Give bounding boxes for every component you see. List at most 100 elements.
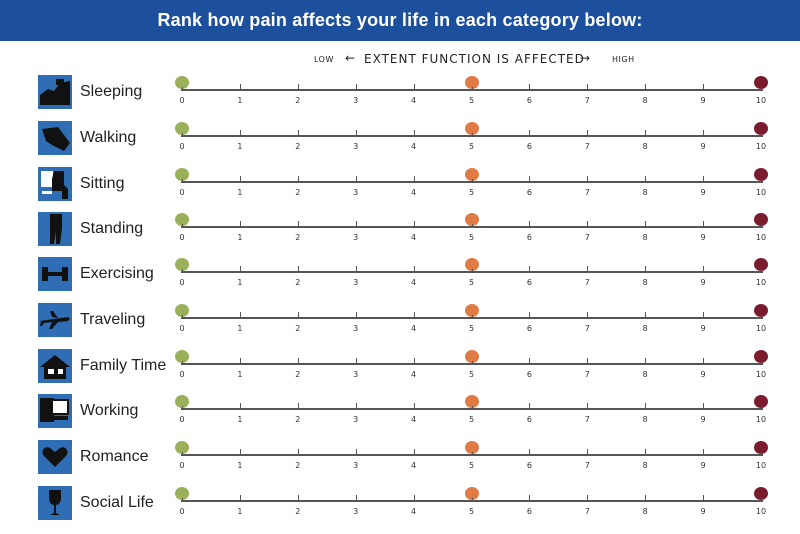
category-row: Traveling 0 1 2 3 4 5 6 7 8 9 10 (0, 303, 800, 349)
tick-label: 1 (237, 278, 243, 287)
category-label: Exercising (80, 265, 154, 282)
scale-tick (529, 176, 531, 183)
scale-tick (587, 403, 589, 410)
scale-tick (587, 266, 589, 273)
tick-label: 8 (642, 461, 648, 470)
scale-tick (355, 403, 357, 410)
tick-label: 10 (755, 188, 767, 197)
rating-marker-0[interactable] (175, 76, 189, 89)
scale-tick (587, 449, 589, 456)
tick-label: 1 (237, 188, 243, 197)
tick-label: 0 (179, 233, 185, 242)
rating-marker-0[interactable] (175, 395, 189, 408)
scale-tick (529, 266, 531, 273)
scale-tick (645, 84, 647, 91)
category-row: Sitting 0 1 2 3 4 5 6 7 8 9 10 (0, 167, 800, 213)
marker-stem (471, 87, 473, 91)
tick-label: 0 (179, 142, 185, 151)
tick-label: 3 (353, 415, 359, 424)
tick-label: 0 (179, 507, 185, 516)
standing-icon (38, 212, 72, 246)
scale-tick (355, 221, 357, 228)
tick-label: 6 (526, 278, 532, 287)
scale-tick (297, 358, 299, 365)
scale-tick (413, 266, 415, 273)
rating-marker-10[interactable] (754, 441, 768, 454)
rating-marker-0[interactable] (175, 487, 189, 500)
category-label: Social Life (80, 494, 154, 511)
rating-marker-5[interactable] (464, 213, 479, 226)
tick-label: 2 (295, 188, 301, 197)
rating-marker-10[interactable] (754, 395, 768, 408)
tick-label: 7 (584, 188, 590, 197)
tick-label: 6 (526, 370, 532, 379)
rating-marker-0[interactable] (175, 350, 189, 363)
category-row: Working 0 1 2 3 4 5 6 7 8 9 10 (0, 394, 800, 440)
rating-marker-10[interactable] (754, 76, 768, 89)
tick-label: 2 (295, 324, 301, 333)
rating-marker-5[interactable] (464, 395, 479, 408)
marker-stem (761, 269, 762, 273)
tick-label: 7 (584, 233, 590, 242)
tick-label: 7 (584, 142, 590, 151)
header-banner: Rank how pain affects your life in each … (0, 0, 800, 41)
rating-marker-5[interactable] (464, 76, 479, 89)
tick-label: 8 (642, 188, 648, 197)
rating-marker-5[interactable] (464, 487, 479, 500)
scale-tick (355, 266, 357, 273)
tick-label: 10 (755, 370, 767, 379)
scale-tick (413, 312, 415, 319)
scale-tick (703, 495, 705, 502)
rating-marker-5[interactable] (464, 350, 479, 363)
scale-tick (355, 130, 357, 137)
rating-marker-5[interactable] (464, 168, 479, 181)
marker-stem (471, 498, 473, 502)
rating-marker-0[interactable] (175, 441, 189, 454)
scale-tick (645, 449, 647, 456)
tick-label: 2 (295, 507, 301, 516)
tick-label: 2 (295, 96, 301, 105)
rating-marker-10[interactable] (754, 168, 768, 181)
tick-label: 10 (755, 507, 767, 516)
rating-marker-10[interactable] (754, 122, 768, 135)
tick-label: 1 (237, 324, 243, 333)
rating-marker-5[interactable] (464, 122, 479, 135)
tick-label: 3 (353, 96, 359, 105)
scale-tick (297, 266, 299, 273)
scale-tick (239, 176, 241, 183)
rating-marker-0[interactable] (175, 122, 189, 135)
rating-marker-10[interactable] (754, 258, 768, 271)
category-label: Working (80, 402, 139, 419)
rating-marker-5[interactable] (464, 258, 479, 271)
scale-tick (529, 221, 531, 228)
tick-label: 5 (468, 233, 475, 242)
marker-stem (471, 452, 473, 456)
tick-label: 1 (237, 415, 243, 424)
marker-stem (182, 452, 183, 456)
rating-marker-0[interactable] (175, 213, 189, 226)
category-row: Sleeping 0 1 2 3 4 5 6 7 8 9 10 (0, 75, 800, 121)
rating-marker-0[interactable] (175, 304, 189, 317)
tick-label: 3 (353, 461, 359, 470)
tick-label: 0 (179, 324, 185, 333)
marker-stem (761, 498, 762, 502)
rating-marker-10[interactable] (754, 213, 768, 226)
scale-tick (703, 130, 705, 137)
tick-label: 10 (755, 233, 767, 242)
rating-marker-10[interactable] (754, 487, 768, 500)
tick-label: 0 (179, 96, 185, 105)
rating-marker-0[interactable] (175, 258, 189, 271)
rating-marker-5[interactable] (464, 441, 479, 454)
scale-tick (297, 495, 299, 502)
tick-label: 5 (468, 188, 475, 197)
tick-label: 0 (179, 415, 185, 424)
rating-marker-0[interactable] (175, 168, 189, 181)
rating-marker-10[interactable] (754, 350, 768, 363)
axis-caption-text: EXTENT FUNCTION IS AFFECTED (364, 52, 585, 66)
scale-tick (413, 221, 415, 228)
scale-tick (645, 221, 647, 228)
rating-marker-10[interactable] (754, 304, 768, 317)
category-label: Traveling (80, 311, 146, 328)
tick-label: 5 (468, 415, 475, 424)
rating-marker-5[interactable] (464, 304, 479, 317)
